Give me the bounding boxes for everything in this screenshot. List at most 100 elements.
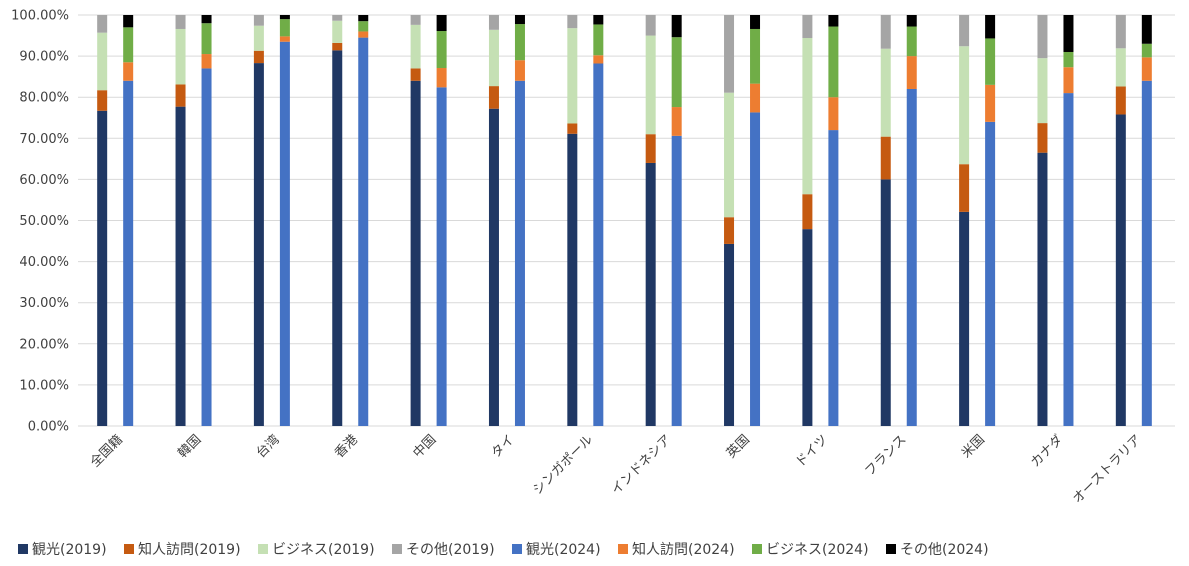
- bar-segment: [279, 19, 290, 37]
- bar-segment: [410, 15, 421, 25]
- bar-segment: [750, 112, 761, 427]
- bar-segment: [985, 38, 996, 85]
- x-category-label: 全国籍: [87, 432, 126, 471]
- bar-segment: [332, 50, 343, 426]
- x-category-label: 台湾: [253, 432, 283, 462]
- bar-segment: [436, 87, 447, 426]
- bar-segment: [332, 42, 343, 51]
- y-tick-label: 90.00%: [19, 50, 69, 65]
- bar-segment: [750, 83, 761, 113]
- legend-label: 観光(2019): [32, 541, 107, 558]
- bar-segment: [724, 15, 735, 93]
- bar-segment: [97, 90, 108, 111]
- legend-swatch: [618, 544, 628, 554]
- bar-segment: [959, 15, 970, 47]
- bar-segment: [332, 15, 343, 21]
- legend-item: 知人訪問(2024): [618, 541, 735, 558]
- bar-segment: [123, 80, 134, 426]
- legend-label: 観光(2024): [526, 541, 601, 558]
- bar-segment: [332, 20, 343, 43]
- bar-segment: [436, 68, 447, 88]
- bar-segment: [358, 37, 369, 426]
- legend-label: その他(2019): [406, 542, 495, 558]
- bar-segment: [880, 48, 891, 137]
- gridlines: [78, 14, 1175, 427]
- bar-segment: [959, 46, 970, 165]
- x-axis-categories: 全国籍 韓国 台湾 香港 中国 タイ シンガポール インドネシア 英国 ドイツ フランス 米国 カナダオ…: [87, 432, 1145, 507]
- bar-segment: [593, 55, 604, 64]
- bar-segment: [201, 68, 212, 427]
- bar-segment: [1063, 15, 1074, 52]
- y-tick-label: 10.00%: [19, 378, 69, 393]
- bar-segment: [645, 134, 656, 163]
- bar-segment: [175, 28, 186, 85]
- y-tick-label: 80.00%: [19, 91, 69, 106]
- bar-segment: [802, 229, 813, 426]
- bar-segment: [358, 21, 369, 32]
- bar-segment: [724, 92, 735, 218]
- bar-segment: [906, 56, 917, 89]
- bar-segment: [880, 15, 891, 49]
- bar-segment: [514, 60, 525, 81]
- legend-label: その他(2024): [900, 542, 989, 558]
- bar-segment: [358, 15, 369, 22]
- bar-segment: [436, 15, 447, 32]
- legend-item: 観光(2019): [18, 541, 107, 558]
- legend-swatch: [752, 544, 762, 554]
- bar-segment: [253, 15, 264, 26]
- legend-label: ビジネス(2019): [272, 542, 375, 558]
- bar-segment: [880, 179, 891, 426]
- y-tick-label: 20.00%: [19, 337, 69, 352]
- legend-swatch: [258, 544, 268, 554]
- bar-segment: [671, 135, 682, 427]
- y-tick-label: 50.00%: [19, 214, 69, 229]
- x-category-label: タイ: [489, 432, 518, 461]
- bar-segment: [1115, 86, 1126, 115]
- bar-segment: [253, 63, 264, 426]
- x-category-label: 香港: [332, 432, 361, 461]
- bar-segment: [1141, 57, 1152, 81]
- legend-label: 知人訪問(2019): [138, 541, 241, 558]
- bar-segment: [358, 31, 369, 38]
- legend-item: ビジネス(2019): [258, 542, 375, 558]
- bar-segment: [1141, 15, 1152, 44]
- bar-segment: [906, 88, 917, 426]
- bar-segment: [671, 15, 682, 38]
- bar-segment: [802, 194, 813, 230]
- bar-segment: [1037, 15, 1048, 59]
- bar-segment: [1063, 67, 1074, 94]
- bar-segment: [959, 164, 970, 212]
- bar-segment: [802, 15, 813, 39]
- bar-segment: [488, 86, 499, 109]
- bar-segment: [828, 26, 839, 98]
- bar-segment: [567, 123, 578, 134]
- bar-segment: [175, 15, 186, 29]
- bar-segment: [985, 15, 996, 39]
- x-category-label: 韓国: [175, 432, 204, 461]
- bar-segment: [123, 62, 134, 81]
- bar-segment: [175, 84, 186, 107]
- y-tick-label: 30.00%: [19, 296, 69, 311]
- bar-segment: [985, 84, 996, 122]
- bar-segment: [906, 26, 917, 57]
- bar-segment: [253, 25, 264, 51]
- legend-swatch: [886, 544, 896, 554]
- legend-label: ビジネス(2024): [766, 542, 869, 558]
- bar-segment: [1141, 43, 1152, 58]
- bar-segment: [645, 15, 656, 36]
- bar-segment: [201, 15, 212, 24]
- bar-segment: [1063, 51, 1074, 68]
- bar-segment: [802, 38, 813, 195]
- legend: 観光(2019) 知人訪問(2019) ビジネス(2019) その他(2019) 観光(…: [18, 541, 989, 558]
- x-category-label: カナダ: [1028, 432, 1066, 470]
- x-category-label: 中国: [410, 432, 439, 461]
- y-tick-label: 100.00%: [11, 9, 69, 24]
- bar-segment: [750, 28, 761, 84]
- bar-segment: [175, 106, 186, 426]
- bar-segment: [671, 107, 682, 136]
- bar-segment: [593, 24, 604, 56]
- x-category-label: シンガポール: [530, 432, 596, 498]
- bar-segment: [97, 110, 108, 426]
- y-tick-label: 60.00%: [19, 173, 69, 188]
